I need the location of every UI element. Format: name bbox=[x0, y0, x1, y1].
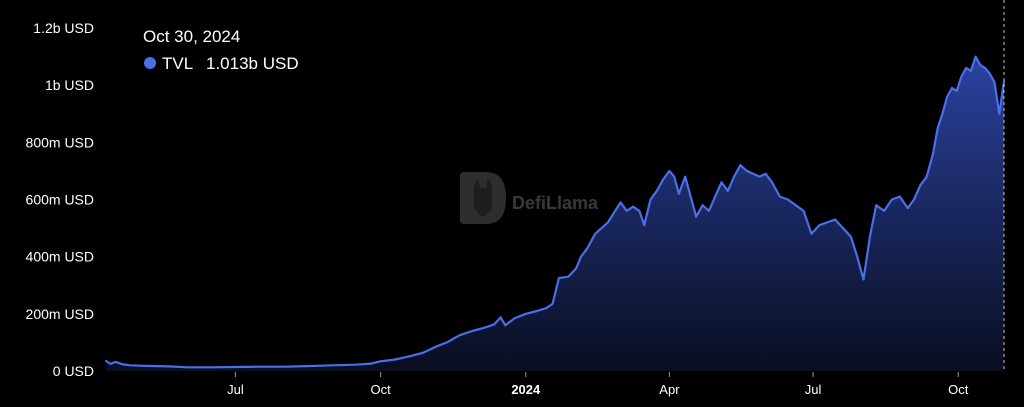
defillama-logo-icon bbox=[460, 172, 506, 224]
x-tick-label: 2024 bbox=[511, 382, 541, 397]
tooltip-series-label: TVL bbox=[162, 54, 193, 73]
x-tick-label: Apr bbox=[659, 382, 680, 397]
tooltip-series-marker-icon bbox=[144, 57, 156, 69]
y-tick-label: 1.2b USD bbox=[33, 20, 94, 36]
y-tick-label: 1b USD bbox=[45, 77, 94, 93]
y-tick-label: 200m USD bbox=[26, 306, 94, 322]
x-tick-label: Oct bbox=[370, 382, 391, 397]
y-tick-label: 400m USD bbox=[26, 249, 94, 265]
x-tick-label: Oct bbox=[948, 382, 969, 397]
y-tick-label: 0 USD bbox=[53, 363, 94, 379]
x-axis: Jul Oct 2024 Apr Jul Oct bbox=[227, 372, 969, 397]
watermark-text: DefiLlama bbox=[512, 193, 599, 213]
series-area-tvl bbox=[106, 56, 1004, 371]
y-tick-label: 600m USD bbox=[26, 192, 94, 208]
x-tick-label: Jul bbox=[805, 382, 822, 397]
series-layer bbox=[104, 55, 1006, 371]
tooltip: Oct 30, 2024 TVL 1.013b USD bbox=[143, 27, 299, 73]
watermark: DefiLlama bbox=[460, 172, 599, 224]
tooltip-date: Oct 30, 2024 bbox=[143, 27, 240, 46]
y-tick-label: 800m USD bbox=[26, 134, 94, 150]
tooltip-value: 1.013b USD bbox=[206, 54, 299, 73]
series-line-tvl bbox=[104, 55, 1006, 369]
x-tick-label: Jul bbox=[227, 382, 244, 397]
y-axis: 0 USD 200m USD 400m USD 600m USD 800m USD 1b … bbox=[26, 20, 94, 379]
